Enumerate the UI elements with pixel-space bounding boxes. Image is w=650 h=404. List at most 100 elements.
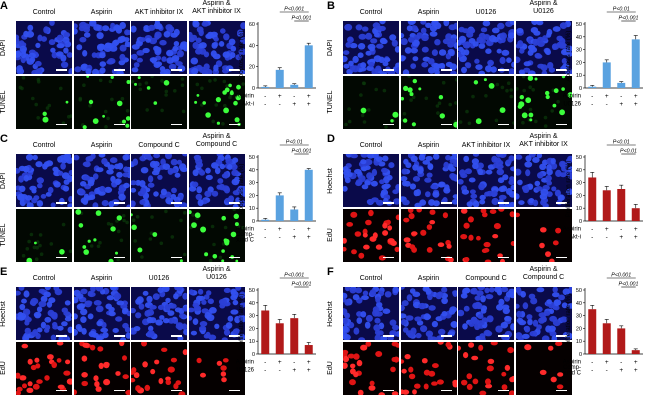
condition-label: Control bbox=[359, 275, 383, 282]
microscopy-image bbox=[515, 208, 572, 262]
condition-label: AKT inhibitor IX bbox=[134, 9, 184, 16]
microscopy-image bbox=[188, 154, 245, 207]
significance-label: P<0.001 bbox=[611, 273, 631, 279]
microscopy-image bbox=[131, 208, 187, 262]
y-tick-label: 50 bbox=[249, 288, 255, 294]
factor-sign: + bbox=[634, 234, 638, 241]
stain-label: DAPI bbox=[0, 172, 7, 189]
scale-bar bbox=[440, 256, 452, 258]
factor-sign: + bbox=[634, 367, 638, 374]
factor-label: ound C bbox=[236, 237, 255, 243]
factor-sign: + bbox=[634, 101, 638, 108]
microscopy-image bbox=[131, 154, 187, 207]
bar bbox=[261, 310, 270, 354]
y-tick-label: 40 bbox=[576, 35, 582, 41]
factor-label: U0126 bbox=[563, 102, 581, 108]
factor-label: Akt-i bbox=[569, 235, 581, 241]
scale-bar bbox=[113, 389, 125, 391]
factor-label: Aspirin bbox=[563, 360, 581, 366]
bar bbox=[588, 177, 597, 221]
microscopy-image bbox=[73, 21, 130, 74]
microscopy-image bbox=[400, 208, 457, 262]
factor-sign: - bbox=[293, 359, 295, 366]
microscopy-image bbox=[458, 208, 514, 262]
stain-label: Hoechst bbox=[327, 167, 334, 194]
microscopy-image bbox=[400, 287, 457, 340]
bar bbox=[602, 323, 611, 354]
factor-sign: + bbox=[634, 359, 638, 366]
scale-bar bbox=[56, 123, 67, 125]
y-axis-label: Apoptosis rate (%) bbox=[238, 164, 245, 215]
factor-sign: + bbox=[634, 93, 638, 100]
y-tick-label: 0 bbox=[252, 219, 255, 225]
condition-label: Control bbox=[359, 9, 383, 16]
microscopy-image bbox=[73, 208, 130, 262]
microscopy-image bbox=[16, 287, 72, 340]
factor-sign: + bbox=[307, 359, 311, 366]
y-axis-label: Proliferation rate (%) bbox=[238, 294, 245, 351]
condition-label: Control bbox=[32, 275, 56, 282]
microscopy-image bbox=[458, 341, 514, 395]
scale-bar bbox=[555, 69, 567, 71]
scale-bar bbox=[171, 335, 182, 337]
chart-area: Apoptosis rate (%) 0 20 40 60 P<0.001 P<0.001 A… bbox=[236, 0, 324, 133]
factor-sign: - bbox=[591, 93, 593, 100]
scale-bar bbox=[113, 123, 125, 125]
scale-bar bbox=[498, 256, 509, 258]
condition-label: U0126 bbox=[148, 275, 170, 282]
factor-sign: - bbox=[264, 359, 266, 366]
bar bbox=[290, 318, 299, 354]
condition-label: Control bbox=[32, 142, 56, 149]
figure-panel: A Control Aspirin AKT inhibitor IX Aspirin &… bbox=[0, 0, 322, 133]
factor-sign: - bbox=[264, 226, 266, 233]
factor-sign: - bbox=[591, 359, 593, 366]
condition-label: Aspirin & AKT inhibitor IX bbox=[519, 133, 568, 148]
y-tick-label: 20 bbox=[249, 326, 255, 332]
y-tick-label: 40 bbox=[249, 301, 255, 307]
y-tick-label: 20 bbox=[576, 326, 582, 332]
factor-sign: + bbox=[307, 93, 311, 100]
scale-bar bbox=[440, 202, 452, 204]
microscopy-image bbox=[458, 287, 514, 340]
bar bbox=[304, 345, 313, 354]
microscopy-image bbox=[131, 21, 187, 74]
figure-panel: F Control Aspirin Compound C Aspirin & Compou… bbox=[327, 266, 649, 399]
scale-bar bbox=[498, 123, 509, 125]
factor-sign: - bbox=[264, 93, 266, 100]
factor-sign: + bbox=[278, 226, 282, 233]
factor-label: Akt-i bbox=[242, 102, 254, 108]
microscopy-image bbox=[515, 21, 572, 74]
scale-bar bbox=[171, 202, 182, 204]
factor-sign: - bbox=[591, 226, 593, 233]
condition-label: Control bbox=[359, 142, 383, 149]
bar-chart: Apoptosis rate (%) 0 10 20 30 40 50 P<0.01 P<0.0… bbox=[235, 140, 316, 243]
microscopy-image bbox=[73, 75, 130, 129]
y-tick-label: 40 bbox=[249, 168, 255, 174]
scale-bar bbox=[113, 335, 125, 337]
factor-sign: + bbox=[278, 359, 282, 366]
scale-bar bbox=[498, 202, 509, 204]
factor-label: Aspirin bbox=[236, 94, 254, 100]
scale-bar bbox=[56, 256, 67, 258]
figure-panel: B Control Aspirin U0126 Aspirin & U0126 DAPI TU… bbox=[327, 0, 649, 133]
y-tick-label: 30 bbox=[576, 48, 582, 54]
significance-label: P<0.001 bbox=[284, 273, 304, 279]
y-tick-label: 30 bbox=[576, 181, 582, 187]
bar bbox=[261, 86, 270, 88]
y-tick-label: 0 bbox=[252, 86, 255, 92]
y-tick-label: 50 bbox=[576, 22, 582, 28]
scale-bar bbox=[555, 202, 567, 204]
y-tick-label: 10 bbox=[249, 339, 255, 345]
condition-label: Compound C bbox=[138, 142, 180, 149]
bar-chart: Apoptosis rate (%) 0 10 20 30 40 50 P<0.01 P<0.0… bbox=[563, 7, 643, 108]
panel-letter: D bbox=[327, 133, 335, 145]
microscopy-image bbox=[131, 75, 187, 129]
scale-bar bbox=[228, 256, 240, 258]
scale-bar bbox=[440, 69, 452, 71]
significance-label: P<0.001 bbox=[619, 282, 639, 288]
scale-bar bbox=[228, 335, 240, 337]
bar bbox=[602, 62, 611, 88]
factor-sign: + bbox=[307, 234, 311, 241]
scale-bar bbox=[440, 335, 452, 337]
significance-label: P<0.01 bbox=[613, 140, 630, 146]
